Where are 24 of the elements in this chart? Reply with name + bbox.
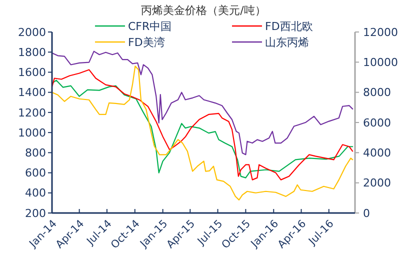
- line-series: [51, 66, 354, 200]
- y-tick-label: 200: [25, 206, 46, 220]
- legend-label: FD西北欧: [265, 20, 313, 33]
- y2-tick-label: 10000: [363, 56, 398, 70]
- legend-label: FD美湾: [128, 36, 165, 49]
- y-tick-label: 800: [25, 146, 46, 160]
- legend-label: CFR中国: [128, 20, 172, 33]
- line-series: [51, 50, 354, 156]
- y2-tick-label: 8000: [363, 86, 391, 100]
- y2-tick-label: 12000: [363, 26, 398, 39]
- y2-tick-label: 0: [363, 206, 370, 220]
- y-tick-label: 2000: [18, 26, 46, 39]
- y-tick-label: 1000: [18, 126, 46, 140]
- y-tick-label: 400: [25, 186, 46, 200]
- y2-tick-label: 4000: [363, 146, 391, 160]
- y-tick-label: 1400: [18, 86, 46, 100]
- chart-title: 丙烯美金价格（美元/吨）: [141, 4, 266, 17]
- y2-tick-label: 6000: [363, 116, 391, 130]
- legend-label: 山东丙烯: [265, 36, 309, 49]
- y-tick-label: 1800: [18, 46, 46, 59]
- y-tick-label: 1600: [18, 66, 46, 80]
- y-tick-label: 1200: [18, 106, 46, 120]
- y2-tick-label: 2000: [363, 176, 391, 190]
- y-tick-label: 600: [25, 166, 46, 180]
